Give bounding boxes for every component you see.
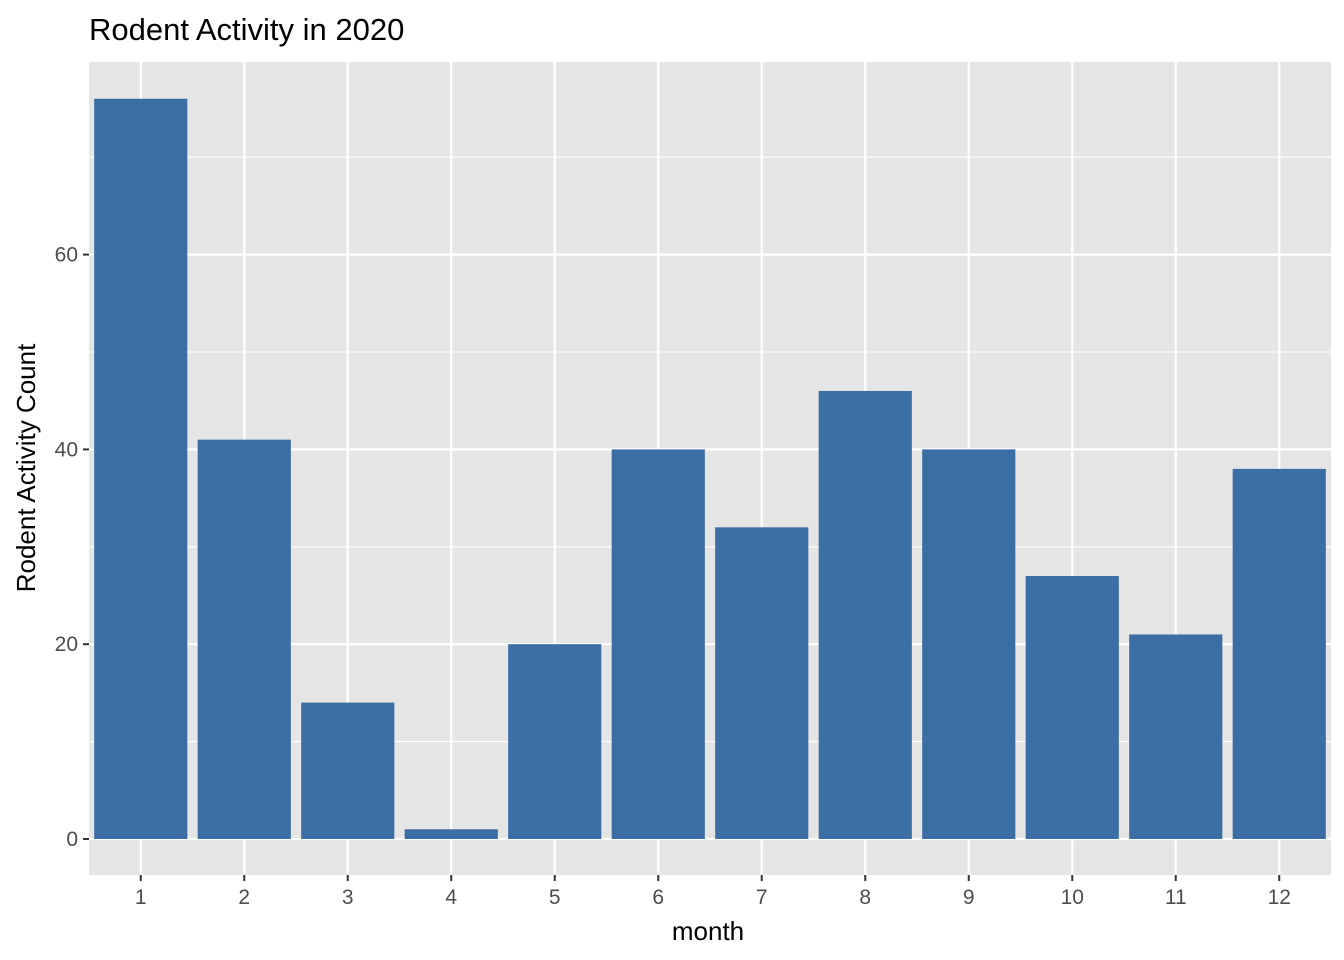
y-tick-label: 20 — [55, 633, 78, 656]
bar-month-12 — [1232, 468, 1326, 839]
y-axis-title: Rodent Activity Count — [11, 343, 41, 592]
bar-month-11 — [1129, 634, 1223, 839]
x-tick-label: 5 — [549, 886, 561, 909]
x-tick-label: 1 — [135, 886, 147, 909]
x-tick-label: 10 — [1061, 886, 1084, 909]
x-axis-title: month — [672, 916, 744, 946]
x-tick-label: 6 — [652, 886, 664, 909]
bar-month-9 — [922, 449, 1016, 839]
x-tick-label: 2 — [238, 886, 250, 909]
x-tick-label: 4 — [445, 886, 457, 909]
bar-month-7 — [715, 527, 809, 839]
x-tick-label: 7 — [756, 886, 768, 909]
x-tick-label: 11 — [1165, 886, 1187, 909]
bar-month-2 — [197, 439, 291, 839]
y-tick-label: 0 — [66, 828, 78, 851]
x-tick-label: 12 — [1268, 886, 1291, 909]
bar-month-5 — [508, 644, 602, 839]
bar-month-10 — [1025, 576, 1119, 839]
bar-month-6 — [611, 449, 705, 839]
minor-gridlines — [89, 156, 1331, 743]
bar-month-3 — [301, 702, 395, 839]
x-tick-label: 3 — [342, 886, 354, 909]
x-tick-label: 9 — [963, 886, 975, 909]
bar-month-4 — [404, 829, 498, 839]
chart-title: Rodent Activity in 2020 — [89, 12, 404, 47]
y-tick-label: 40 — [55, 438, 78, 461]
bars — [94, 98, 1326, 839]
y-tick-label: 60 — [55, 244, 78, 267]
x-tick-label: 8 — [859, 886, 871, 909]
bar-month-1 — [94, 98, 188, 839]
x-axis: 1 2 3 4 5 6 7 8 9 10 11 12 — [135, 875, 1291, 909]
y-axis: 0 20 40 60 — [55, 244, 89, 851]
bar-month-8 — [818, 390, 912, 839]
plot-panel — [89, 62, 1331, 875]
